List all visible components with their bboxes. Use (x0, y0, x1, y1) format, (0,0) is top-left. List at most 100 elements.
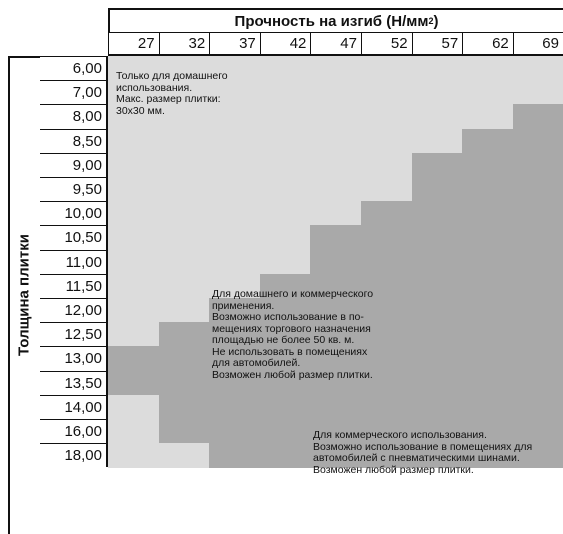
zone-cell-mid (411, 152, 463, 178)
row-header: 13,00 (40, 346, 108, 371)
y-axis-box (8, 56, 40, 534)
zone-cell-mid (462, 177, 514, 202)
column-header: 57 (411, 32, 463, 56)
column-header: 69 (512, 32, 563, 56)
zone-cell-home (259, 104, 311, 130)
zone-cell-mid (259, 346, 311, 372)
zone-cell-home (259, 249, 311, 275)
zone-cell-home (310, 104, 362, 130)
zone-cell-mid (310, 298, 362, 323)
zone-cell-home (361, 80, 413, 105)
zone-cell-mid (512, 177, 563, 202)
zone-cell-mid (512, 104, 563, 130)
zone-cell-home (158, 80, 210, 105)
zone-cell-commercial (108, 394, 160, 420)
row-header: 8,00 (40, 104, 108, 129)
zone-cell-home (158, 104, 210, 130)
zone-cell-mid (209, 298, 261, 323)
zone-cell-home (310, 128, 362, 154)
zone-cell-mid (411, 249, 463, 275)
zone-cell-mid (462, 370, 514, 396)
note-line: Только для домашнего (116, 70, 228, 82)
zone-cell-mid (361, 443, 413, 468)
zone-cell-home (158, 56, 210, 81)
zone-cell-mid (361, 370, 413, 396)
zone-cell-home (158, 201, 210, 226)
zone-cell-home (108, 104, 160, 130)
zone-cell-mid (259, 370, 311, 396)
zone-cell-mid (462, 298, 514, 323)
zone-cell-mid (108, 346, 160, 372)
zone-cell-mid (512, 346, 563, 372)
zone-cell-mid (310, 273, 362, 299)
zone-cell-home (158, 225, 210, 251)
zone-cell-home (108, 249, 160, 275)
row-header: 18,00 (40, 443, 108, 468)
zone-cell-mid (411, 177, 463, 202)
zone-cell-home (108, 298, 160, 323)
column-header: 27 (108, 32, 159, 56)
zone-cell-home (361, 152, 413, 178)
zone-cell-mid (361, 419, 413, 444)
zone-cell-mid (361, 394, 413, 420)
zone-cell-mid (462, 322, 514, 347)
zone-cell-mid (310, 370, 362, 396)
zone-cell-home (462, 104, 514, 130)
zone-cell-mid (259, 298, 311, 323)
note-line: Возможно использование в по- (212, 311, 364, 323)
zone-cell-mid (209, 419, 261, 444)
strength-header-sup: 2 (428, 16, 434, 26)
zone-cell-home (209, 104, 261, 130)
y-axis-title: Толщина плитки (15, 234, 33, 356)
note-line: Для домашнего и коммерческого (212, 288, 374, 300)
zone-cell-mid (512, 322, 563, 347)
zone-cell-mid (361, 201, 413, 226)
zone-cell-mid (462, 394, 514, 420)
note-line: 30х30 мм. (116, 104, 165, 117)
zone-cell-mid (209, 322, 261, 347)
zone-cell-home (361, 128, 413, 154)
zone-cell-mid (462, 419, 514, 444)
zone-cell-mid (512, 298, 563, 323)
column-header: 62 (462, 32, 513, 56)
note-line: Возможен любой размер плитки. (313, 463, 474, 476)
zone-cell-home (209, 273, 261, 299)
zone-cell-mid (512, 370, 563, 396)
zone-cell-mid (209, 443, 261, 468)
zone-cell-home (158, 152, 210, 178)
zone-cell-home (108, 80, 160, 105)
zone-cell-home (108, 152, 160, 178)
zone-cell-commercial (158, 443, 210, 468)
zone-cell-mid (158, 322, 210, 347)
zone-cell-mid (411, 419, 463, 444)
row-header: 16,00 (40, 419, 108, 444)
zone-cell-mid (411, 394, 463, 420)
zone-cell-home (209, 80, 261, 105)
column-header: 47 (310, 32, 361, 56)
zone-cell-mid (158, 419, 210, 444)
row-header: 14,00 (40, 394, 108, 419)
zone-cell-home (361, 104, 413, 130)
row-header: 11,00 (40, 249, 108, 274)
zone-cell-home (108, 56, 160, 81)
row-header: 11,50 (40, 273, 108, 298)
zone-cell-home (512, 56, 563, 81)
zone-cell-home (108, 322, 160, 347)
zone-cell-home (259, 177, 311, 202)
zone-cell-mid (462, 249, 514, 275)
zone-cell-home (209, 56, 261, 81)
zone-cell-mid (512, 128, 563, 154)
mixed-use-note: Для домашнего и коммерческого применения.… (212, 288, 374, 381)
zone-cell-mid (361, 322, 413, 347)
row-header: 6,00 (40, 56, 108, 81)
zone-cell-home (310, 152, 362, 178)
column-header: 37 (209, 32, 260, 56)
zone-cell-home (411, 56, 463, 81)
zone-cell-home (158, 177, 210, 202)
zone-cell-home (158, 273, 210, 299)
zone-cell-mid (512, 152, 563, 178)
zone-cell-mid (310, 346, 362, 372)
zone-cell-mid (512, 249, 563, 275)
zone-cell-mid (158, 394, 210, 420)
